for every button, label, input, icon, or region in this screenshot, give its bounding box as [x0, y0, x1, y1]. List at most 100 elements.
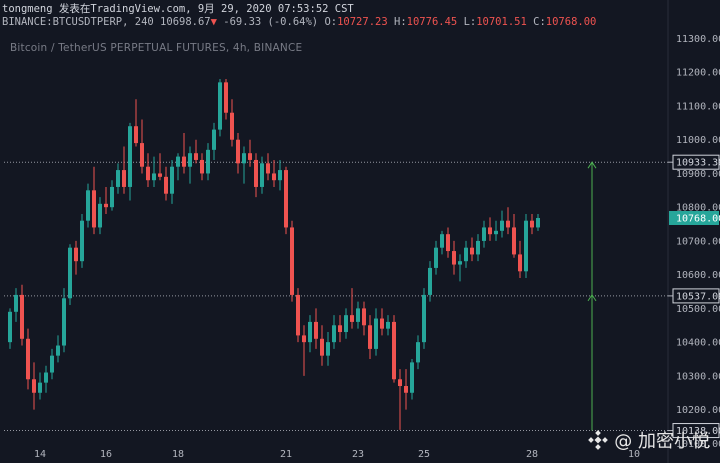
candle-body	[140, 143, 144, 167]
candle-body	[158, 173, 162, 177]
candle-body	[104, 203, 108, 208]
candle-body	[428, 267, 432, 295]
close-label: C:	[533, 16, 546, 28]
candle-body	[248, 153, 252, 160]
candle-body	[278, 170, 282, 181]
x-tick-label: 23	[352, 449, 364, 460]
candle-body	[8, 311, 12, 343]
y-tick-label: 10800.00	[676, 203, 720, 214]
candle-body	[92, 190, 96, 228]
candle-body	[350, 315, 354, 322]
candle-body	[536, 217, 540, 228]
change-value: -69.33 (-0.64%)	[223, 16, 319, 28]
high-label: H:	[394, 16, 407, 28]
y-tick-label: 11100.00	[676, 101, 720, 112]
candle-body	[302, 335, 306, 343]
candle-body	[386, 321, 390, 329]
candle-body	[26, 338, 30, 380]
y-tick-label: 10500.00	[676, 304, 720, 315]
candle-body	[98, 203, 102, 228]
candle-body	[362, 308, 366, 326]
y-tick-label: 10700.00	[676, 236, 720, 247]
candle-body	[194, 153, 198, 160]
candle-body	[308, 321, 312, 343]
candle-body	[272, 173, 276, 181]
candle-body	[440, 234, 444, 248]
candle-body	[320, 338, 324, 356]
x-tick-label: 16	[100, 449, 112, 460]
candle-body	[356, 308, 360, 322]
chart-subtitle: Bitcoin / TetherUS PERPETUAL FUTURES, 4h…	[10, 42, 303, 54]
candle-body	[398, 379, 402, 387]
candle-body	[236, 139, 240, 164]
y-tick-label: 10300.00	[676, 371, 720, 382]
candle-body	[290, 227, 294, 295]
ohlc-header: BINANCE:BTCUSDTPERP, 240 10698.67▼ -69.3…	[2, 16, 596, 28]
candle-body	[74, 247, 78, 262]
candle-body	[314, 321, 318, 339]
candle-body	[512, 227, 516, 255]
x-tick-label: 21	[280, 449, 292, 460]
candle-body	[182, 156, 186, 167]
candle-body	[176, 156, 180, 167]
x-tick-label: 10	[628, 449, 640, 460]
current-price-label: 10768.00	[676, 213, 720, 224]
price-level-box	[672, 423, 720, 439]
candle-body	[380, 318, 384, 329]
y-tick-label: 10200.00	[676, 405, 720, 416]
candle-body	[86, 190, 90, 221]
candle-body	[188, 153, 192, 167]
candle-body	[494, 230, 498, 235]
candle-body	[506, 220, 510, 228]
candle-body	[80, 220, 84, 262]
candle-body	[206, 149, 210, 174]
candle-body	[326, 342, 330, 356]
candle-body	[218, 82, 222, 130]
candle-body	[392, 321, 396, 380]
candle-body	[152, 173, 156, 181]
measure-arrow-head	[587, 161, 597, 169]
candle-body	[56, 345, 60, 356]
candle-body	[32, 379, 36, 393]
open-label: O:	[324, 16, 338, 28]
candle-body	[38, 382, 42, 393]
high-value: 10776.45	[406, 16, 458, 28]
candle-body	[122, 170, 126, 187]
x-tick-label: 14	[34, 449, 46, 460]
candle-body	[332, 325, 336, 343]
low-value: 10701.51	[476, 16, 527, 28]
candle-body	[242, 153, 246, 164]
y-tick-label: 10900.00	[676, 169, 720, 180]
candle-body	[476, 240, 480, 255]
candle-body	[500, 220, 504, 231]
down-arrow-icon: ▼	[210, 16, 217, 28]
candle-body	[20, 294, 24, 339]
price-level-box	[672, 288, 720, 304]
current-price-badge	[669, 210, 719, 225]
low-label: L:	[463, 16, 477, 28]
price-level-label: 10537.08	[676, 291, 720, 302]
candle-body	[338, 325, 342, 333]
candle-body	[488, 227, 492, 235]
candle-body	[116, 170, 120, 187]
candle-body	[14, 294, 18, 312]
candle-body	[224, 82, 228, 113]
candle-body	[296, 294, 300, 336]
close-value: 10768.00	[545, 16, 597, 28]
x-tick-label: 28	[526, 449, 538, 460]
candle-body	[524, 220, 528, 272]
candle-body	[68, 247, 72, 299]
price-level-label: 10933.38	[676, 158, 720, 169]
watermark: @ 加密小悦	[588, 427, 710, 453]
candle-body	[146, 166, 150, 181]
x-tick-label: 18	[172, 449, 184, 460]
last-price: 10698.67	[160, 16, 211, 28]
y-tick-label: 10400.00	[676, 338, 720, 349]
candle-body	[458, 261, 462, 265]
candle-body	[260, 163, 264, 187]
candle-body	[416, 342, 420, 363]
y-tick-label: 11000.00	[676, 135, 720, 146]
publish-info: tongmeng 发表在TradingView.com, 9月 29, 2020…	[2, 3, 354, 15]
diamond-logo-icon	[588, 430, 609, 450]
